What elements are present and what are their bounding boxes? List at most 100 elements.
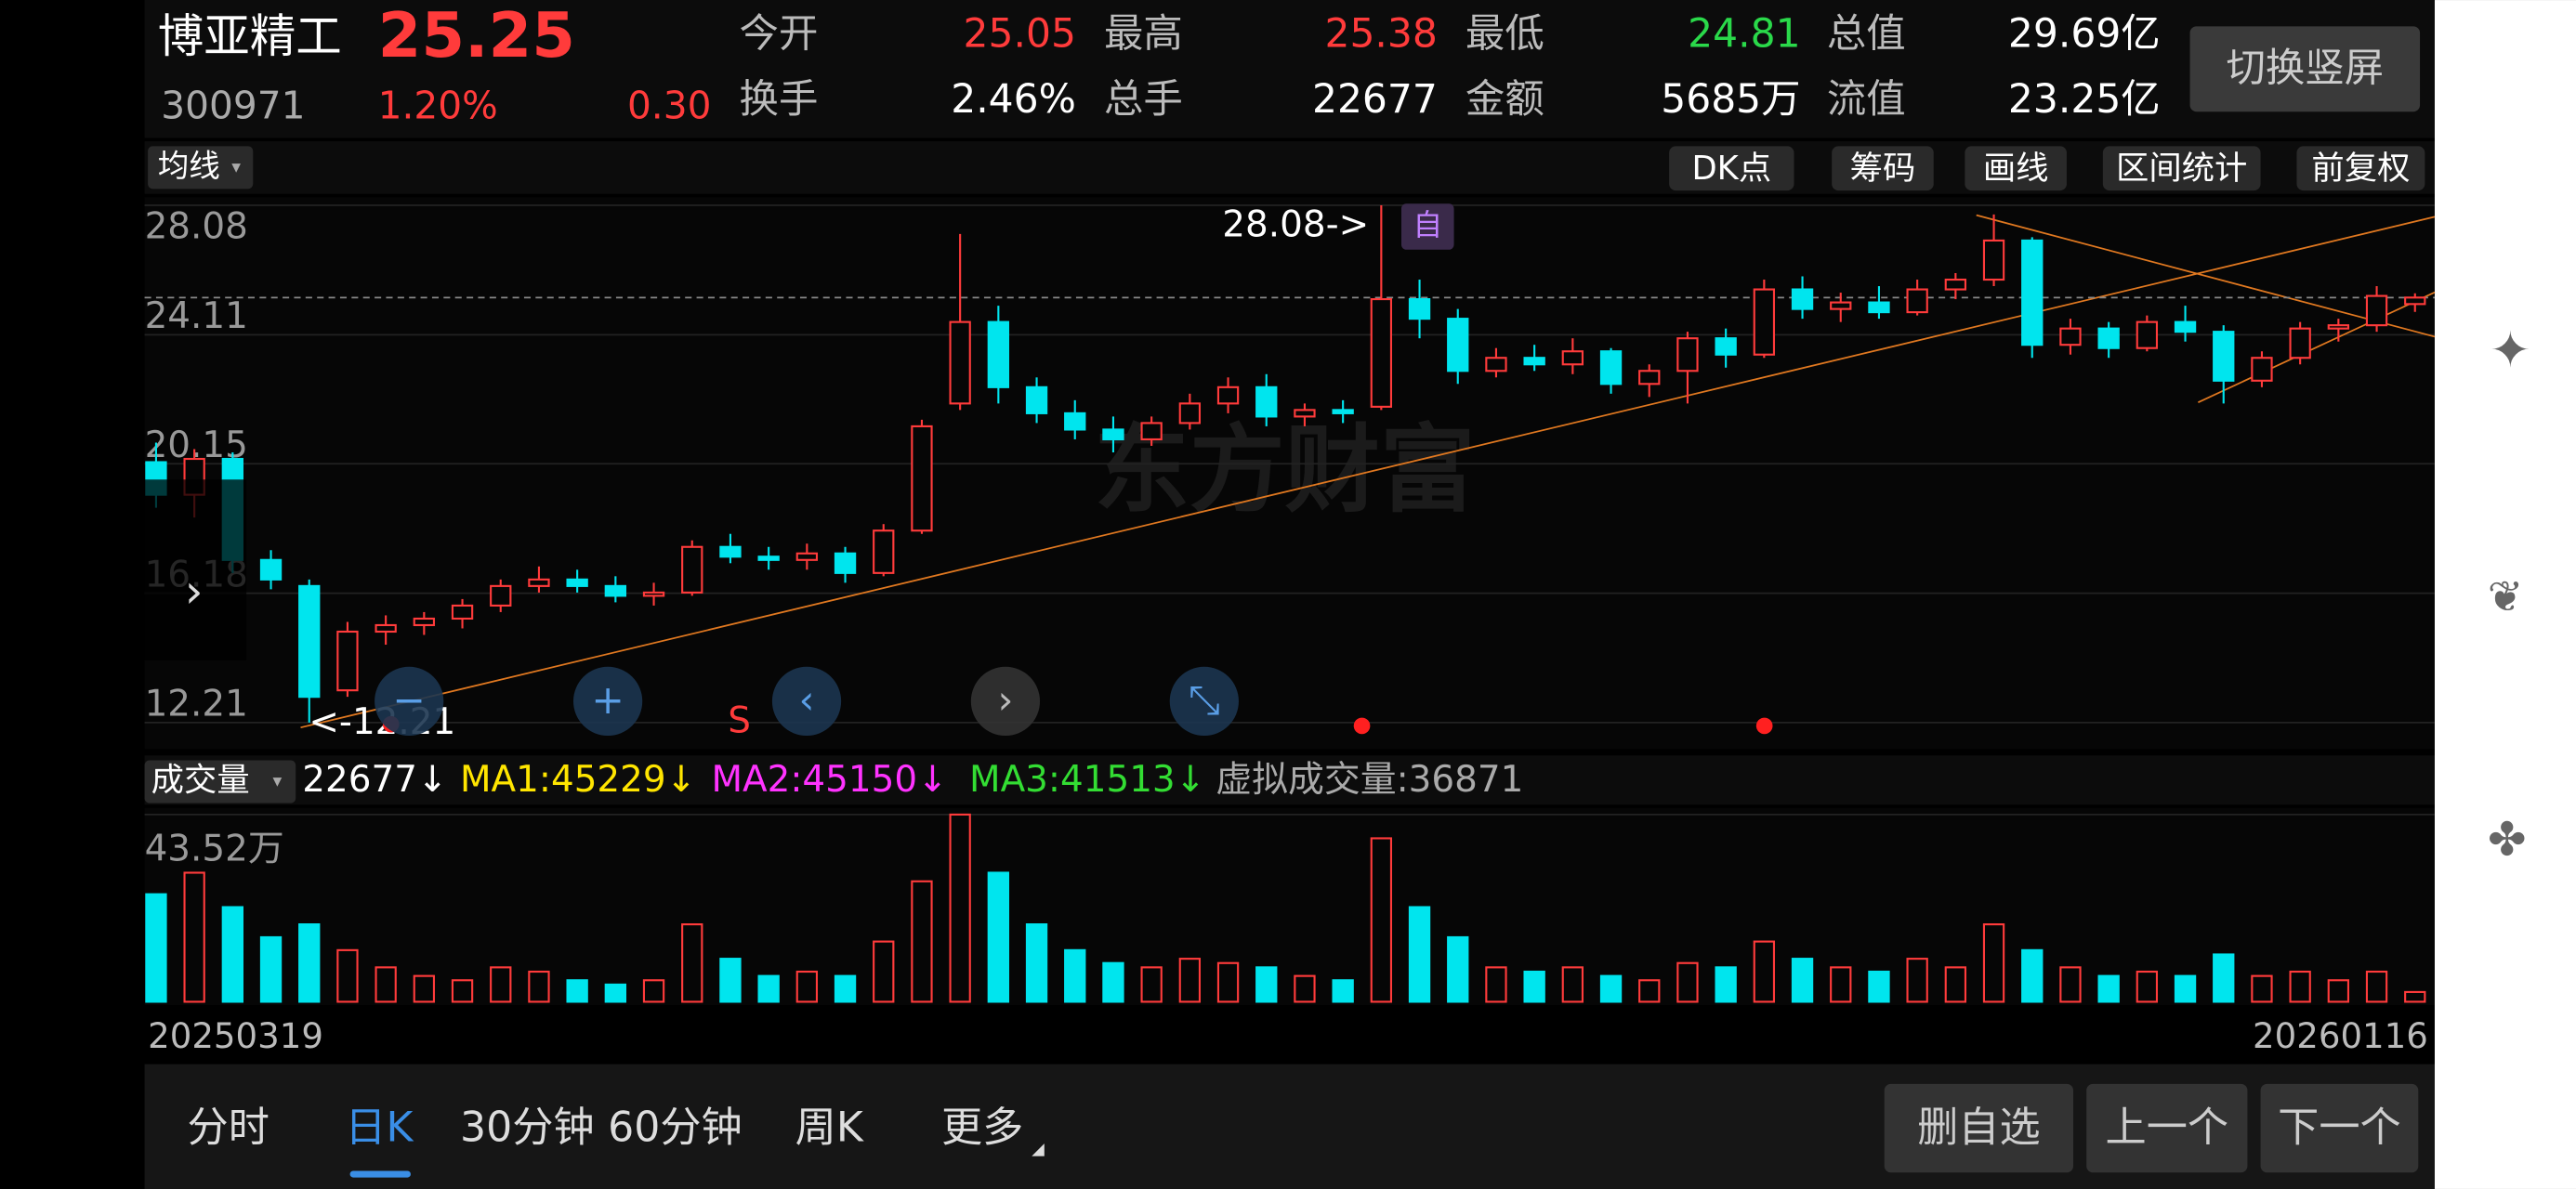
tab[interactable]: 日K xyxy=(345,1104,414,1151)
volume-bar xyxy=(604,983,627,1003)
nav-button-icon: › xyxy=(997,678,1013,724)
toolbar-button: 画线 xyxy=(1983,150,2049,188)
toolbar-button-bg[interactable] xyxy=(1965,146,2067,191)
candle-body xyxy=(1255,385,1278,418)
nav-button[interactable] xyxy=(771,666,842,737)
stock-code: 300971 xyxy=(161,84,305,128)
nav-button[interactable] xyxy=(572,666,643,737)
volume-legend: MA3:41513↓ xyxy=(969,759,1205,801)
volume-select-bg[interactable] xyxy=(144,760,296,804)
toolbar-button-bg[interactable] xyxy=(1669,146,1794,191)
orientation-button: 切换竖屏 xyxy=(2226,46,2384,92)
toolbar-button-bg[interactable] xyxy=(1832,146,1934,191)
candle-body xyxy=(2213,331,2235,382)
ma-select-bg[interactable] xyxy=(148,146,254,189)
quote-value: 29.69亿 xyxy=(2008,11,2161,57)
candle-body xyxy=(1294,409,1316,418)
volume-bar xyxy=(1102,961,1124,1003)
quote-value: 22677 xyxy=(1312,77,1438,123)
nav-button-icon: − xyxy=(392,678,426,724)
volume-bar xyxy=(949,813,971,1003)
candle-body xyxy=(2251,357,2273,382)
candle-body xyxy=(719,545,742,558)
volume-bar xyxy=(1178,958,1202,1003)
tab[interactable]: 周K xyxy=(795,1104,864,1151)
nav-button-icon: + xyxy=(591,678,624,724)
action-button-bg[interactable] xyxy=(2086,1083,2248,1173)
volume-bar xyxy=(795,970,819,1003)
toolbar-button: DK点 xyxy=(1691,150,1771,188)
sidebar-icon[interactable]: ✦ xyxy=(2490,321,2530,379)
nav-button[interactable] xyxy=(1169,666,1239,737)
quote-label: 最高 xyxy=(1104,11,1183,57)
y-tick-label: 12.21 xyxy=(145,684,248,725)
volume-legend: MA2:45150↓ xyxy=(711,759,947,801)
volume-bar xyxy=(1982,923,2005,1003)
candle-body xyxy=(259,558,283,581)
tab[interactable]: 60分钟 xyxy=(608,1104,743,1151)
sidebar-icon[interactable]: ❦ xyxy=(2488,571,2524,621)
nav-button[interactable] xyxy=(970,666,1041,737)
action-button-bg[interactable] xyxy=(2260,1083,2419,1173)
volume-bar xyxy=(566,979,588,1003)
candle-body xyxy=(1447,318,1469,372)
stock-name: 博亚精工 xyxy=(158,9,342,63)
candle-body xyxy=(757,555,780,561)
tab[interactable]: 更多 xyxy=(941,1104,1023,1151)
orientation-button-bg[interactable] xyxy=(2189,26,2421,112)
candle-body xyxy=(1140,422,1163,441)
sidebar-icon[interactable]: ✤ xyxy=(2488,812,2526,866)
candle-body xyxy=(949,320,971,405)
candle-body xyxy=(2097,327,2120,349)
candle-body xyxy=(1753,288,1776,356)
volume-bar xyxy=(1294,974,1316,1003)
action-button-bg[interactable] xyxy=(1884,1083,2074,1173)
volume-bar xyxy=(451,979,474,1003)
volume-bar xyxy=(1791,958,1814,1003)
quote-value: 2.46% xyxy=(951,77,1076,123)
volume-bar xyxy=(1255,966,1278,1003)
candle-body xyxy=(1715,337,1737,356)
volume-bar xyxy=(1599,974,1623,1003)
candle-body xyxy=(2174,320,2197,333)
toolbar-button-bg[interactable] xyxy=(2102,146,2261,191)
candle-body xyxy=(1830,301,1852,310)
candle-body xyxy=(1982,239,2005,281)
candle-body xyxy=(1216,385,1240,405)
tab[interactable]: 30分钟 xyxy=(460,1104,595,1151)
candle-body xyxy=(1523,357,1545,366)
volume-bar xyxy=(1523,970,1545,1003)
tab-underline xyxy=(349,1170,411,1178)
candle-body xyxy=(1178,402,1202,425)
volume-bar xyxy=(259,935,283,1003)
candle-body xyxy=(336,630,359,692)
candle-body xyxy=(2365,294,2388,327)
candle-body xyxy=(1064,412,1086,431)
volume-bar xyxy=(375,966,397,1003)
y-tick-label: 24.11 xyxy=(145,295,248,337)
candle-body xyxy=(987,320,1010,388)
candle-body xyxy=(1676,337,1699,372)
nav-button[interactable] xyxy=(375,666,444,737)
volume-bar xyxy=(1753,940,1776,1003)
quote-label: 换手 xyxy=(740,77,819,123)
volume-bar xyxy=(2136,970,2159,1003)
nav-button-icon: ‹ xyxy=(799,678,815,724)
volume-bar xyxy=(336,948,359,1003)
tab[interactable]: 分时 xyxy=(188,1104,269,1151)
toolbar-button-bg[interactable] xyxy=(2296,146,2425,191)
volume-bar xyxy=(873,940,895,1003)
volume-bg xyxy=(144,807,2435,1005)
volume-bar xyxy=(2327,979,2350,1003)
action-button: 删自选 xyxy=(1917,1104,2041,1151)
candle-body xyxy=(2021,239,2044,346)
toolbar-button: 前复权 xyxy=(2311,150,2410,188)
volume-bar xyxy=(1638,979,1661,1003)
volume-bar xyxy=(1906,958,1928,1003)
volume-bar xyxy=(1064,948,1086,1003)
candle-body xyxy=(2404,296,2426,306)
quote-label: 金额 xyxy=(1465,77,1544,123)
collapse-panel[interactable] xyxy=(144,479,247,660)
candle-body xyxy=(2136,320,2159,349)
candle-body xyxy=(1370,298,1393,408)
